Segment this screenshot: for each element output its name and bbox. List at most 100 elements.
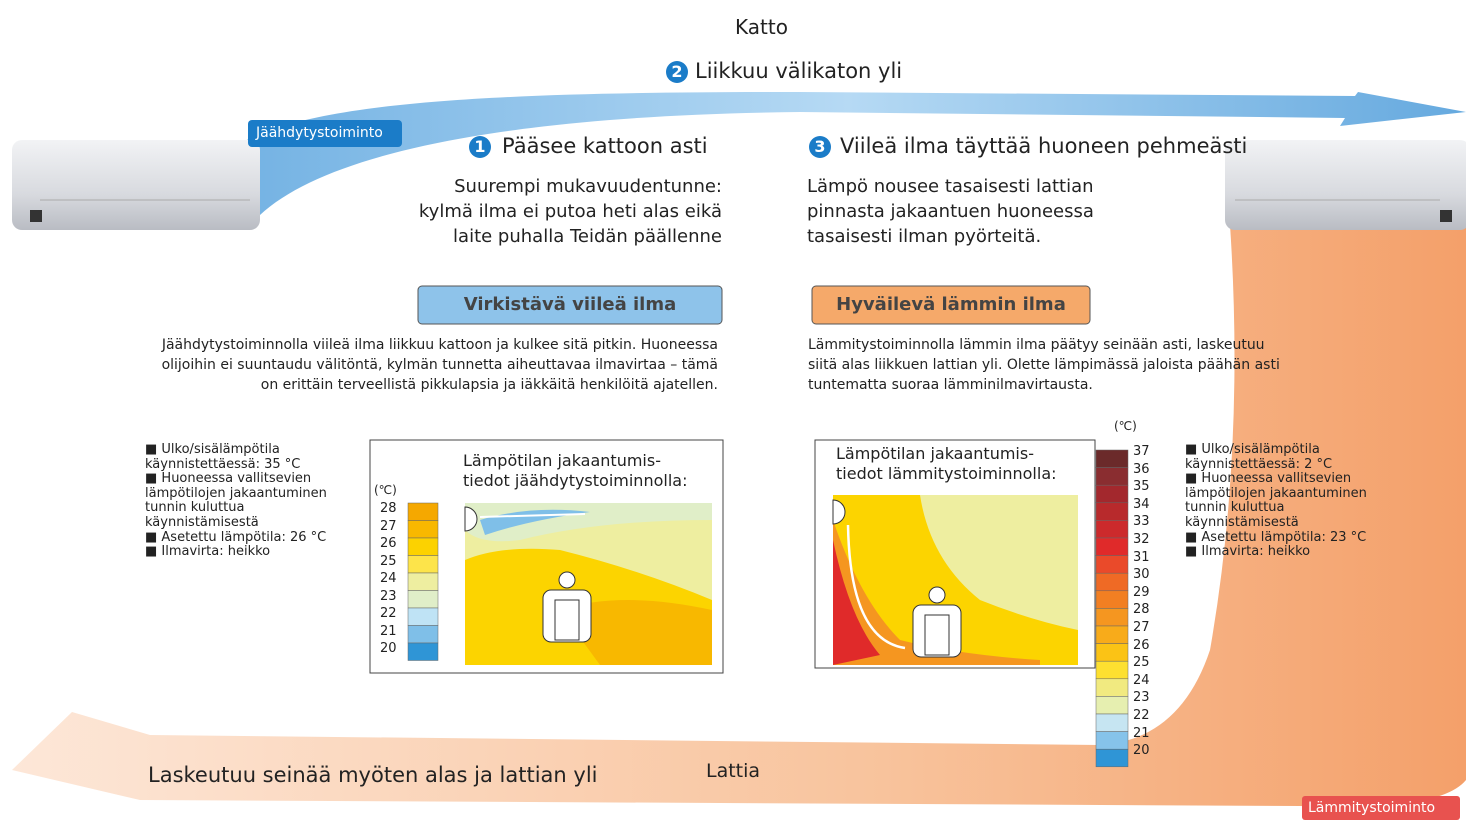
cooling-chart-title: Lämpötilan jakaantumis- xyxy=(463,453,661,469)
heating-scale-swatch xyxy=(1096,679,1128,697)
cooling-condition: ■ Ulko/sisälämpötila xyxy=(145,443,280,456)
heating-scale-swatch xyxy=(1096,608,1128,626)
heating-scale-label: 32 xyxy=(1133,533,1150,546)
cooling-condition: lämpötilojen jakaantuminen xyxy=(145,487,327,500)
heating-scale-label: 20 xyxy=(1133,744,1150,757)
heating-scale-swatch xyxy=(1096,591,1128,609)
step-label: Viileä ilma täyttää huoneen pehmeästi xyxy=(840,136,1247,157)
step-number: 1 xyxy=(474,139,486,155)
heating-condition: lämpötilojen jakaantuminen xyxy=(1185,487,1367,500)
cooling-scale-swatch xyxy=(408,538,438,556)
heating-scale-swatch xyxy=(1096,573,1128,591)
heating-scale-label: 27 xyxy=(1133,621,1150,634)
heating-scale-label: 26 xyxy=(1133,639,1150,652)
cooling-condition: käynnistettäessä: 35 °C xyxy=(145,458,300,471)
heating-description: tuntematta suoraa lämminilmavirtausta. xyxy=(808,378,1093,392)
heating-description: Lämmitystoiminnolla lämmin ilma päätyy s… xyxy=(808,338,1265,352)
cooling-tag: Jäähdytystoiminto xyxy=(256,126,383,140)
heating-scale-label: 36 xyxy=(1133,463,1150,476)
cooling-scale-swatch xyxy=(408,643,438,661)
cooling-scale-label: 20 xyxy=(380,642,397,655)
heating-scale-label: 34 xyxy=(1133,498,1150,511)
cooling-description: olijoihin ei suuntaudu välitöntä, kylmän… xyxy=(162,358,718,372)
cooling-scale-swatch xyxy=(408,591,438,609)
heating-condition: ■ Asetettu lämpötila: 23 °C xyxy=(1185,531,1366,544)
cooling-condition: tunnin kuluttua xyxy=(145,501,244,514)
cooling-scale-swatch xyxy=(408,608,438,626)
cooling-scale-swatch xyxy=(408,556,438,574)
heating-intro: Lämpö nousee tasaisesti lattian xyxy=(807,178,1094,196)
heating-button: Hyväilevä lämmin ilma xyxy=(812,296,1090,314)
cooling-scale-swatch xyxy=(408,573,438,591)
heating-scale-label: 29 xyxy=(1133,586,1150,599)
heating-scale-swatch xyxy=(1096,644,1128,662)
heating-scale-swatch xyxy=(1096,661,1128,679)
heating-scale-label: 31 xyxy=(1133,551,1150,564)
heating-condition: ■ Ilmavirta: heikko xyxy=(1185,545,1310,558)
heating-scale-label: 24 xyxy=(1133,674,1150,687)
heating-condition: ■ Huoneessa vallitsevien xyxy=(1185,472,1351,485)
cooling-scale-swatch xyxy=(408,521,438,539)
step-label: Liikkuu välikaton yli xyxy=(695,61,902,82)
heating-intro: tasaisesti ilman pyörteitä. xyxy=(807,228,1041,246)
heating-chart-title: tiedot lämmitystoiminnolla: xyxy=(836,466,1057,482)
step-number: 3 xyxy=(814,139,826,155)
heating-scale-swatch xyxy=(1096,503,1128,521)
cooling-scale-swatch xyxy=(408,626,438,644)
heating-scale-label: 28 xyxy=(1133,603,1150,616)
heating-scale-swatch xyxy=(1096,520,1128,538)
heating-tag: Lämmitystoiminto xyxy=(1308,801,1435,815)
heating-scale-swatch xyxy=(1096,714,1128,732)
heating-chart-title: Lämpötilan jakaantumis- xyxy=(836,446,1034,462)
heating-scale-label: 25 xyxy=(1133,656,1150,669)
heating-description: siitä alas liikkuen lattian yli. Olette … xyxy=(808,358,1280,372)
heating-scale-label: 21 xyxy=(1133,727,1150,740)
cooling-condition: ■ Huoneessa vallitsevien xyxy=(145,472,311,485)
floor-arrow-label: Laskeutuu seinää myöten alas ja lattian … xyxy=(148,765,598,786)
step-number: 2 xyxy=(671,64,683,80)
heating-scale-label: 23 xyxy=(1133,691,1150,704)
cooling-scale-label: 27 xyxy=(380,520,397,533)
cooling-scale-label: 25 xyxy=(380,555,397,568)
heating-scale-swatch xyxy=(1096,468,1128,486)
cooling-scale-label: 26 xyxy=(380,537,397,550)
heating-unit: (℃) xyxy=(1114,420,1137,432)
cooling-scale-label: 23 xyxy=(380,590,397,603)
heating-scale-swatch xyxy=(1096,450,1128,468)
cooling-intro: kylmä ilma ei putoa heti alas eikä xyxy=(419,203,722,221)
heating-scale-swatch xyxy=(1096,626,1128,644)
cooling-condition: käynnistämisestä xyxy=(145,516,259,529)
indoor-unit-left xyxy=(12,140,260,230)
cooling-scale-swatch xyxy=(408,503,438,521)
cooling-condition: ■ Asetettu lämpötila: 26 °C xyxy=(145,531,326,544)
cooling-description: on erittäin terveellistä pikkulapsia ja … xyxy=(261,378,718,392)
cooling-scale-label: 24 xyxy=(380,572,397,585)
heating-condition: käynnistämisestä xyxy=(1185,516,1299,529)
heating-scale-label: 35 xyxy=(1133,480,1150,493)
indoor-unit-right xyxy=(1225,140,1466,230)
cooling-scale-label: 28 xyxy=(380,502,397,515)
heating-scale-label: 22 xyxy=(1133,709,1150,722)
heating-scale-swatch xyxy=(1096,485,1128,503)
cooling-description: Jäähdytystoiminnolla viileä ilma liikkuu… xyxy=(162,338,718,352)
cooling-chart-title: tiedot jäähdytystoiminnolla: xyxy=(463,473,687,489)
cooling-unit: (℃) xyxy=(374,484,397,496)
background-art xyxy=(0,0,1466,820)
heating-scale-label: 30 xyxy=(1133,568,1150,581)
floor-label: Lattia xyxy=(706,762,760,781)
cooling-button: Virkistävä viileä ilma xyxy=(418,296,722,314)
heating-scale-swatch xyxy=(1096,749,1128,767)
heating-condition: käynnistettäessä: 2 °C xyxy=(1185,458,1332,471)
cooling-intro: Suurempi mukavuudentunne: xyxy=(454,178,722,196)
cooling-scale-label: 21 xyxy=(380,625,397,638)
heating-scale-label: 33 xyxy=(1133,515,1150,528)
heating-scale-swatch xyxy=(1096,732,1128,750)
heating-intro: pinnasta jakaantuen huoneessa xyxy=(807,203,1094,221)
cooling-condition: ■ Ilmavirta: heikko xyxy=(145,545,270,558)
heating-scale-swatch xyxy=(1096,538,1128,556)
cooling-scale-label: 22 xyxy=(380,607,397,620)
heating-scale-swatch xyxy=(1096,696,1128,714)
heating-scale-swatch xyxy=(1096,556,1128,574)
page: KattoLattiaLaskeutuu seinää myöten alas … xyxy=(0,0,1466,820)
heating-condition: tunnin kuluttua xyxy=(1185,501,1284,514)
